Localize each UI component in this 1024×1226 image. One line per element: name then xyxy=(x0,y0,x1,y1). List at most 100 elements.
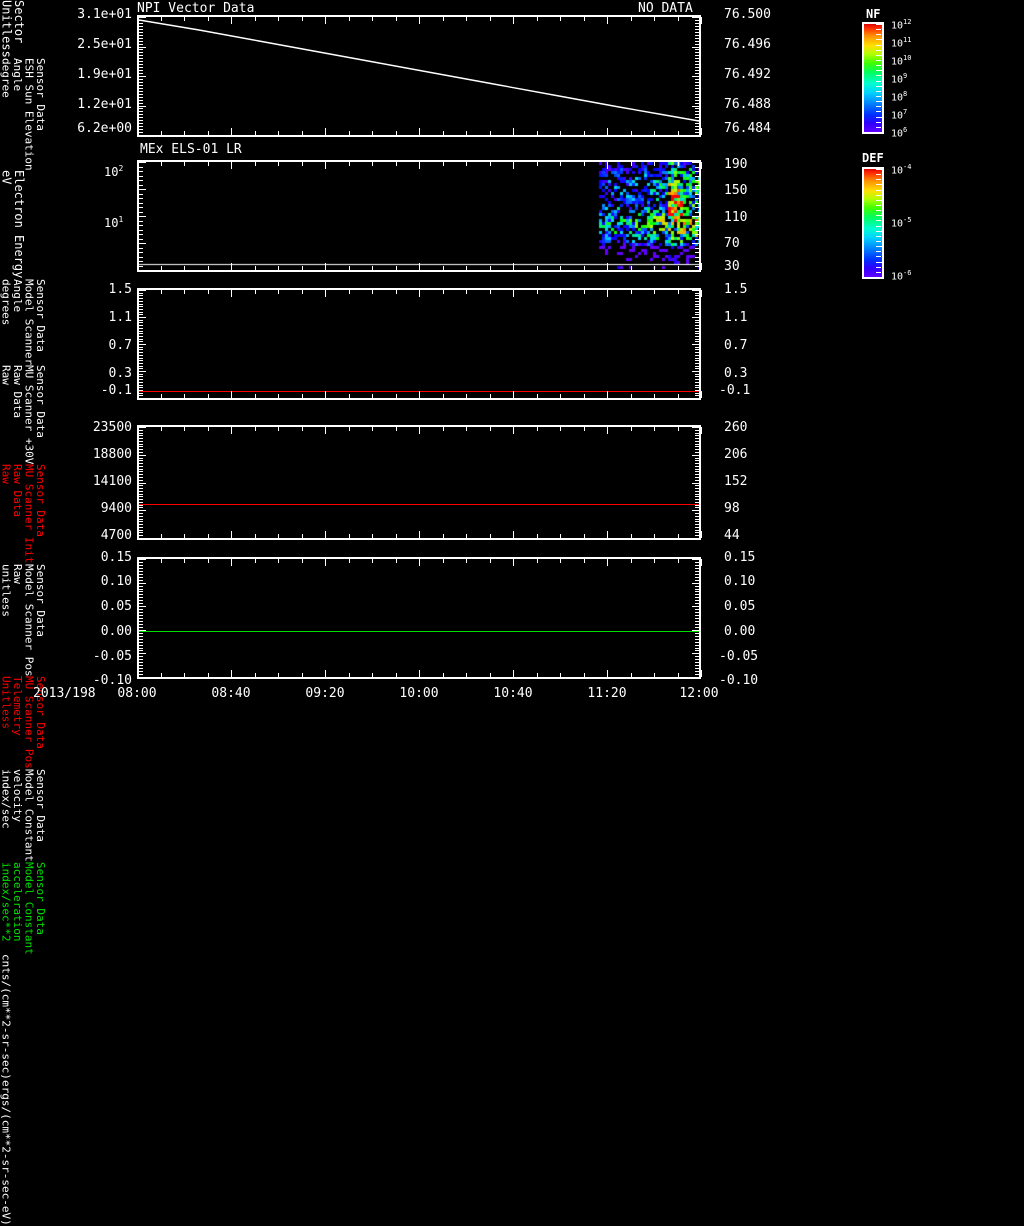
tick-mark xyxy=(278,266,279,270)
panel-4-right-tick-0: 260 xyxy=(724,420,748,435)
tick-mark xyxy=(489,394,491,398)
tick-mark xyxy=(654,673,655,677)
tick-mark xyxy=(701,263,702,270)
tick-mark xyxy=(695,468,699,470)
panel-2-right-tick-4: 30 xyxy=(724,259,740,274)
tick-mark xyxy=(695,529,699,531)
tick-mark xyxy=(876,251,881,253)
tick-mark xyxy=(139,265,143,267)
tick-mark xyxy=(139,207,143,208)
tick-mark xyxy=(137,263,138,270)
tick-mark xyxy=(695,387,699,389)
tick-mark xyxy=(583,290,585,294)
tick-mark xyxy=(692,290,699,291)
panel-1-plot-frame[interactable] xyxy=(137,15,701,137)
tick-mark xyxy=(677,17,679,21)
panel-4-left-tick-2: 14100 xyxy=(92,474,132,489)
tick-mark xyxy=(139,451,143,453)
tick-mark xyxy=(695,234,699,235)
tick-mark xyxy=(654,534,655,538)
panel-5-right-tick-0: 0.15 xyxy=(724,550,756,565)
tick-mark xyxy=(695,123,699,125)
tick-mark xyxy=(139,677,146,678)
tick-mark xyxy=(139,184,143,186)
tick-mark xyxy=(139,64,143,66)
panel-5-plot-frame[interactable] xyxy=(137,557,701,679)
tick-mark xyxy=(630,534,632,538)
panel-5-right-tick-3: 0.00 xyxy=(724,624,756,639)
tick-mark xyxy=(139,635,143,637)
panel-4-trace xyxy=(139,504,699,505)
tick-mark xyxy=(139,129,143,131)
tick-mark xyxy=(630,131,632,135)
tick-mark xyxy=(372,266,373,270)
tick-mark xyxy=(489,427,491,431)
tick-mark xyxy=(489,534,491,538)
panel-2-plot-frame[interactable] xyxy=(137,160,701,272)
panel-3-plot-frame[interactable] xyxy=(137,288,701,400)
tick-mark xyxy=(695,518,699,520)
tick-mark xyxy=(583,394,585,398)
tick-mark xyxy=(695,641,699,643)
tick-mark xyxy=(695,564,699,566)
time-tick-6: 12:00 xyxy=(679,686,719,701)
panel-4-plot-frame[interactable] xyxy=(137,425,701,540)
tick-mark xyxy=(139,99,143,101)
tick-mark xyxy=(139,78,143,80)
panel-4-left-tick-3: 9400 xyxy=(100,501,132,516)
tick-mark xyxy=(139,31,143,33)
tick-mark xyxy=(184,290,185,294)
tick-mark xyxy=(139,93,143,95)
panel-5-left-tick-3: 0.00 xyxy=(100,624,132,639)
tick-mark xyxy=(139,126,143,128)
tick-mark xyxy=(207,290,209,294)
tick-mark xyxy=(695,87,699,89)
tick-mark xyxy=(184,131,185,135)
tick-mark xyxy=(489,266,491,270)
tick-mark xyxy=(466,534,467,538)
tick-mark xyxy=(695,64,699,66)
tick-mark xyxy=(695,25,699,27)
tick-mark xyxy=(139,25,143,27)
tick-mark xyxy=(139,162,146,163)
tick-mark xyxy=(654,290,655,294)
tick-mark xyxy=(560,673,561,677)
tick-mark xyxy=(695,576,699,578)
tick-mark xyxy=(695,198,699,199)
tick-mark xyxy=(278,162,279,166)
tick-mark xyxy=(442,131,444,135)
tick-mark xyxy=(139,61,143,63)
panel-1-left-tick-3: 1.2e+01 xyxy=(77,97,132,112)
tick-mark xyxy=(695,78,699,80)
tick-mark xyxy=(695,493,699,495)
tick-mark xyxy=(348,534,350,538)
tick-mark xyxy=(139,387,143,389)
panel-5-right-tick-4: -0.05 xyxy=(719,649,759,664)
tick-mark xyxy=(395,559,397,563)
tick-mark xyxy=(139,603,143,605)
tick-mark xyxy=(139,132,143,134)
tick-mark xyxy=(466,131,467,135)
tick-mark xyxy=(139,521,143,523)
tick-mark xyxy=(654,17,655,21)
tick-mark xyxy=(325,559,326,566)
tick-mark xyxy=(139,175,143,177)
tick-mark xyxy=(325,427,326,434)
tick-mark xyxy=(695,432,699,434)
panel-1-right-tick-0: 76.500 xyxy=(724,7,771,22)
tick-mark xyxy=(139,656,143,658)
tick-mark xyxy=(695,570,699,572)
tick-mark xyxy=(695,58,699,60)
tick-mark xyxy=(695,184,699,186)
tick-mark xyxy=(139,317,146,318)
tick-mark xyxy=(372,673,373,677)
tick-mark xyxy=(139,597,143,599)
tick-mark xyxy=(536,131,538,135)
tick-mark xyxy=(160,266,162,270)
colorbar-def-tick-0: 10-4 xyxy=(891,163,912,177)
tick-mark xyxy=(695,618,699,619)
tick-mark xyxy=(231,531,232,538)
panel-1-left-tick-4: 6.2e+00 xyxy=(77,121,132,136)
tick-mark xyxy=(139,111,143,113)
tick-mark xyxy=(489,290,491,294)
